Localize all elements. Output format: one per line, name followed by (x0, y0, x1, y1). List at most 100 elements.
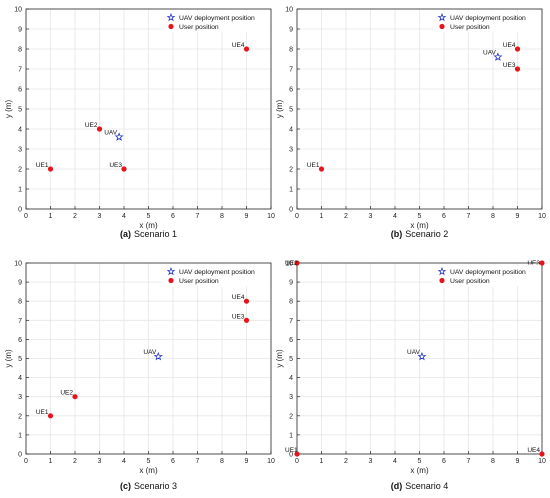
x-axis-label: x (m) (139, 466, 158, 475)
panel-caption: (d) Scenario 4 (391, 481, 449, 491)
y-tick-label: 9 (289, 27, 293, 34)
y-tick-label: 0 (18, 452, 22, 459)
legend-entry-user: User position (179, 24, 219, 31)
y-tick-label: 1 (289, 187, 293, 194)
y-tick-label: 3 (289, 147, 293, 154)
y-tick-label: 5 (18, 107, 22, 114)
y-tick-label: 7 (18, 318, 22, 325)
x-tick-label: 4 (393, 458, 397, 465)
x-tick-label: 5 (147, 213, 151, 220)
panel-caption: (c) Scenario 3 (120, 481, 177, 491)
legend-uav-star-icon (166, 12, 176, 22)
x-tick-label: 5 (147, 458, 151, 465)
legend-uav-star-icon (166, 266, 176, 276)
x-tick-label: 6 (442, 458, 446, 465)
y-axis-label: y (m) (275, 349, 284, 368)
user-label: UE1 (285, 447, 298, 454)
y-tick-label: 4 (289, 375, 293, 382)
user-point-ue3 (514, 66, 521, 72)
x-tick-label: 8 (491, 458, 495, 465)
y-tick-label: 7 (18, 67, 22, 74)
uav-label: UAV (143, 349, 157, 356)
user-label: UE3 (232, 313, 245, 320)
y-tick-label: 8 (18, 299, 22, 306)
user-label: UE2 (285, 260, 298, 267)
legend-box (433, 264, 541, 287)
x-tick-label: 6 (442, 213, 446, 220)
y-tick-label: 6 (18, 87, 22, 94)
legend-entry-uav: UAV deployment position (179, 15, 255, 22)
user-point-ue1 (47, 166, 54, 172)
x-tick-label: 3 (369, 458, 373, 465)
x-tick-label: 2 (73, 458, 77, 465)
x-tick-label: 0 (24, 213, 28, 220)
x-tick-label: 3 (98, 458, 102, 465)
panel-2: 0 1 2 3 4 5 6 7 8 9 10 0 1 2 3 4 5 6 7 8 9 10 x (m) y (m) UE1 UE4… (275, 7, 546, 240)
y-tick-label: 8 (289, 299, 293, 306)
caption-text: Scenario 1 (134, 229, 177, 239)
x-tick-label: 10 (538, 213, 546, 220)
legend-entry-uav: UAV deployment position (450, 15, 526, 22)
user-point-ue4 (243, 298, 250, 304)
y-tick-label: 8 (289, 47, 293, 54)
caption-text: Scenario 4 (405, 481, 448, 491)
y-tick-label: 1 (18, 187, 22, 194)
y-axis-label: y (m) (4, 349, 13, 368)
x-tick-label: 8 (491, 213, 495, 220)
x-tick-label: 4 (393, 213, 397, 220)
user-point-ue1 (294, 451, 300, 457)
panel-1: 0 1 2 3 4 5 6 7 8 9 10 0 1 2 3 4 5 6 7 8 9 10 x (m) y (m) UE1 UE2… (4, 7, 275, 240)
x-tick-label: 9 (245, 213, 249, 220)
y-tick-label: 10 (285, 261, 293, 268)
user-point-ue2 (294, 260, 300, 266)
user-point-ue3 (243, 317, 250, 323)
x-tick-label: 0 (295, 213, 299, 220)
uav-label: UAV (407, 349, 421, 356)
y-tick-label: 1 (289, 432, 293, 439)
legend-user-dot-icon (439, 277, 445, 284)
y-tick-label: 5 (18, 356, 22, 363)
legend-user-dot-icon (168, 23, 174, 30)
legend-box (162, 10, 270, 33)
panel-4: 0 1 2 3 4 5 6 7 8 9 10 0 1 2 3 4 5 6 7 8 9 10 x (m) y (m) UE2 UE3… (275, 260, 546, 491)
x-tick-label: 3 (98, 213, 102, 220)
uav-label: UAV (104, 130, 118, 137)
caption-text: Scenario 2 (405, 229, 448, 239)
y-tick-label: 3 (18, 394, 22, 401)
user-label: UE4 (232, 294, 245, 301)
x-tick-label: 10 (267, 458, 275, 465)
x-tick-label: 6 (171, 213, 175, 220)
y-tick-label: 7 (289, 318, 293, 325)
caption-label: (c) (120, 481, 131, 491)
y-tick-label: 5 (289, 107, 293, 114)
x-tick-label: 10 (267, 213, 275, 220)
x-tick-label: 7 (467, 213, 471, 220)
uav-point (417, 351, 427, 361)
x-axis-label: x (m) (410, 466, 429, 475)
x-tick-label: 8 (220, 213, 224, 220)
user-label: UE3 (527, 260, 540, 267)
y-tick-label: 8 (18, 47, 22, 54)
x-tick-label: 0 (24, 458, 28, 465)
legend-uav-star-icon (437, 266, 447, 276)
caption-label: (d) (391, 481, 403, 491)
legend-entry-user: User position (450, 278, 490, 285)
y-axis-label: y (m) (275, 100, 284, 119)
caption-text: Scenario 3 (134, 481, 177, 491)
y-tick-label: 4 (18, 127, 22, 134)
y-tick-label: 1 (18, 432, 22, 439)
user-label: UE4 (232, 42, 245, 49)
user-point-ue3 (539, 260, 545, 266)
y-tick-label: 0 (18, 207, 22, 214)
x-tick-label: 0 (295, 458, 299, 465)
x-tick-label: 1 (49, 213, 53, 220)
y-tick-label: 2 (18, 413, 22, 420)
x-tick-label: 5 (418, 458, 422, 465)
x-tick-label: 1 (320, 213, 324, 220)
y-tick-label: 2 (289, 167, 293, 174)
user-point-ue2 (72, 394, 78, 400)
panel-caption: (a) Scenario 1 (120, 229, 177, 239)
user-point-ue1 (47, 413, 54, 419)
x-tick-label: 2 (344, 458, 348, 465)
legend-user-dot-icon (168, 277, 174, 284)
